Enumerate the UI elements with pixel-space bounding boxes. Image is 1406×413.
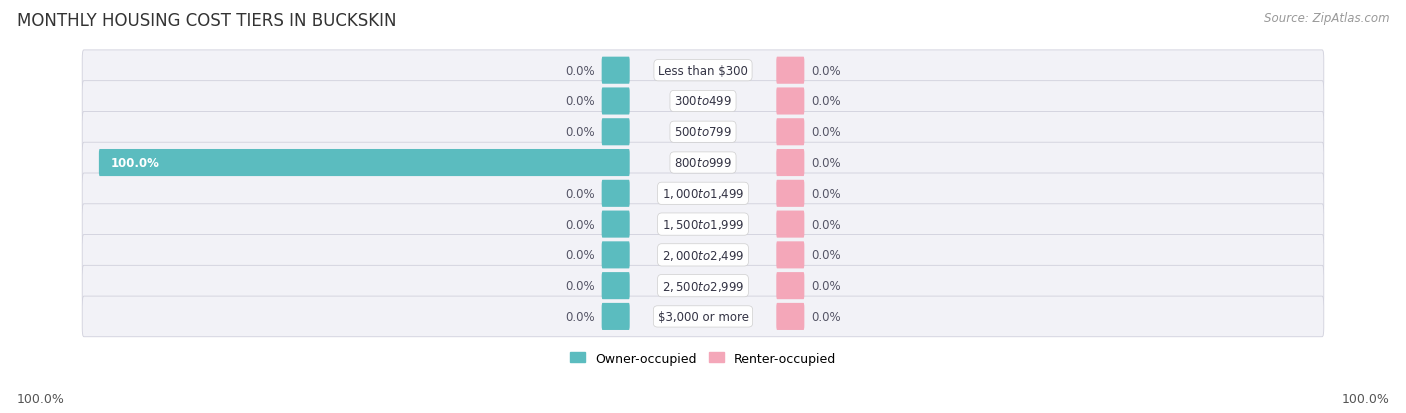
- Text: 0.0%: 0.0%: [565, 249, 595, 262]
- Text: 0.0%: 0.0%: [811, 95, 841, 108]
- FancyBboxPatch shape: [602, 119, 630, 146]
- Text: 0.0%: 0.0%: [565, 188, 595, 200]
- Text: $2,500 to $2,999: $2,500 to $2,999: [662, 279, 744, 293]
- FancyBboxPatch shape: [776, 211, 804, 238]
- Text: $1,500 to $1,999: $1,500 to $1,999: [662, 218, 744, 232]
- FancyBboxPatch shape: [82, 173, 1324, 214]
- FancyBboxPatch shape: [776, 57, 804, 85]
- FancyBboxPatch shape: [776, 88, 804, 115]
- FancyBboxPatch shape: [776, 242, 804, 269]
- FancyBboxPatch shape: [82, 204, 1324, 245]
- Text: Less than $300: Less than $300: [658, 64, 748, 78]
- Text: 0.0%: 0.0%: [565, 126, 595, 139]
- Text: 0.0%: 0.0%: [811, 310, 841, 323]
- Text: $2,000 to $2,499: $2,000 to $2,499: [662, 248, 744, 262]
- FancyBboxPatch shape: [82, 297, 1324, 337]
- Text: $300 to $499: $300 to $499: [673, 95, 733, 108]
- FancyBboxPatch shape: [602, 180, 630, 207]
- Text: 0.0%: 0.0%: [811, 280, 841, 292]
- Text: 0.0%: 0.0%: [565, 310, 595, 323]
- FancyBboxPatch shape: [776, 150, 804, 177]
- Text: $800 to $999: $800 to $999: [673, 157, 733, 170]
- Text: $1,000 to $1,499: $1,000 to $1,499: [662, 187, 744, 201]
- FancyBboxPatch shape: [82, 81, 1324, 122]
- Text: 100.0%: 100.0%: [17, 392, 65, 405]
- Text: 0.0%: 0.0%: [565, 218, 595, 231]
- Text: MONTHLY HOUSING COST TIERS IN BUCKSKIN: MONTHLY HOUSING COST TIERS IN BUCKSKIN: [17, 12, 396, 30]
- Text: 0.0%: 0.0%: [565, 64, 595, 78]
- FancyBboxPatch shape: [602, 88, 630, 115]
- Text: 0.0%: 0.0%: [811, 126, 841, 139]
- Text: 100.0%: 100.0%: [1341, 392, 1389, 405]
- FancyBboxPatch shape: [82, 266, 1324, 306]
- Text: 0.0%: 0.0%: [811, 249, 841, 262]
- FancyBboxPatch shape: [82, 143, 1324, 183]
- FancyBboxPatch shape: [82, 51, 1324, 91]
- Text: $3,000 or more: $3,000 or more: [658, 310, 748, 323]
- Text: 100.0%: 100.0%: [110, 157, 159, 170]
- Text: 0.0%: 0.0%: [811, 218, 841, 231]
- Legend: Owner-occupied, Renter-occupied: Owner-occupied, Renter-occupied: [565, 347, 841, 370]
- FancyBboxPatch shape: [602, 303, 630, 330]
- Text: 0.0%: 0.0%: [811, 157, 841, 170]
- FancyBboxPatch shape: [98, 150, 630, 177]
- FancyBboxPatch shape: [602, 211, 630, 238]
- Text: 0.0%: 0.0%: [811, 64, 841, 78]
- FancyBboxPatch shape: [602, 273, 630, 299]
- FancyBboxPatch shape: [776, 180, 804, 207]
- FancyBboxPatch shape: [602, 57, 630, 85]
- FancyBboxPatch shape: [776, 303, 804, 330]
- Text: 0.0%: 0.0%: [565, 280, 595, 292]
- FancyBboxPatch shape: [776, 273, 804, 299]
- Text: 0.0%: 0.0%: [811, 188, 841, 200]
- FancyBboxPatch shape: [602, 242, 630, 269]
- FancyBboxPatch shape: [776, 119, 804, 146]
- FancyBboxPatch shape: [82, 235, 1324, 275]
- FancyBboxPatch shape: [82, 112, 1324, 153]
- Text: Source: ZipAtlas.com: Source: ZipAtlas.com: [1264, 12, 1389, 25]
- Text: $500 to $799: $500 to $799: [673, 126, 733, 139]
- Text: 0.0%: 0.0%: [565, 95, 595, 108]
